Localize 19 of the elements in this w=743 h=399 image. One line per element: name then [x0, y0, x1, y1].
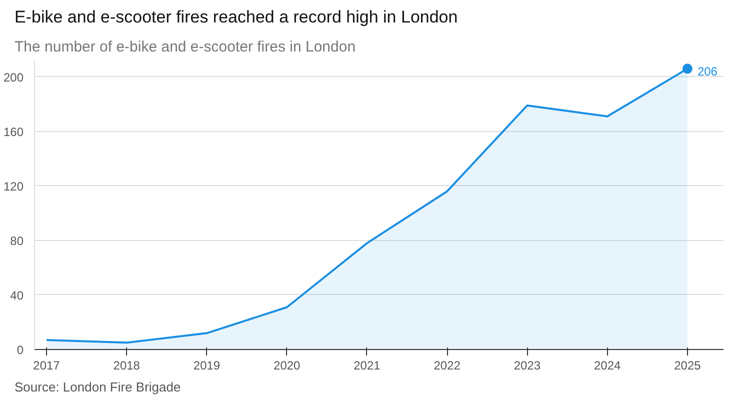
- x-tick-label: 2024: [594, 358, 622, 372]
- chart-subtitle: The number of e-bike and e-scooter fires in London: [14, 38, 356, 56]
- x-tick-label: 2019: [193, 358, 220, 372]
- x-tick-label: 2025: [674, 358, 702, 372]
- y-tick-label: 40: [10, 288, 24, 302]
- x-tick-label: 2020: [274, 358, 301, 372]
- x-tick-label: 2018: [113, 358, 140, 372]
- y-tick-label: 160: [3, 124, 24, 139]
- y-tick-label: 80: [10, 234, 24, 248]
- x-tick-label: 2021: [354, 358, 381, 372]
- x-tick-label: 2017: [33, 358, 60, 372]
- x-tick-label: 2022: [434, 358, 461, 372]
- y-tick-label: 0: [16, 343, 24, 357]
- source-note: Source: London Fire Brigade: [14, 380, 181, 394]
- y-tick-label: 200: [3, 70, 24, 84]
- annotation: 206: [697, 64, 718, 79]
- chart-title: E-bike and e-scooter fires reached a record high in London: [14, 8, 458, 26]
- y-tick-label: 120: [3, 179, 24, 194]
- x-tick-label: 2023: [514, 358, 541, 372]
